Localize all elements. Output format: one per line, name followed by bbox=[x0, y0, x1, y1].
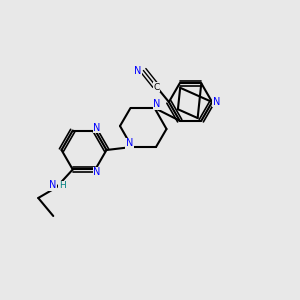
Text: N: N bbox=[93, 167, 100, 178]
Text: H: H bbox=[59, 182, 66, 190]
Text: N: N bbox=[93, 122, 100, 133]
Text: N: N bbox=[49, 180, 56, 190]
Text: C: C bbox=[154, 82, 160, 91]
Text: N: N bbox=[134, 65, 142, 76]
Text: N: N bbox=[153, 99, 161, 110]
Text: N: N bbox=[126, 138, 133, 148]
Text: N: N bbox=[213, 97, 220, 107]
